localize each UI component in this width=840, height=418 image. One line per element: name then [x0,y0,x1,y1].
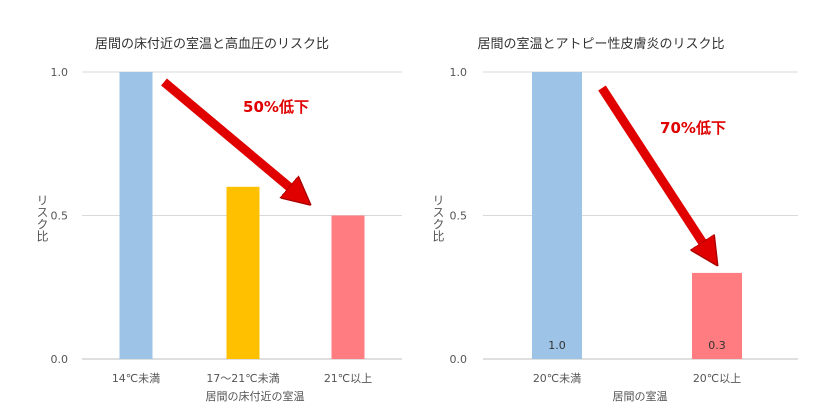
x-category-label: 20℃未満 [533,372,581,385]
y-tick-label: 1.0 [450,66,468,79]
y-tick-label: 0.0 [450,353,468,366]
y-tick-label: 1.0 [51,66,69,79]
bar [226,186,260,359]
y-tick-label: 0.5 [51,210,69,223]
chart-title: 居間の室温とアトピー性皮膚炎のリスク比 [477,36,724,52]
y-tick-label: 0.0 [51,353,69,366]
y-axis-label: リスク比 [35,194,49,243]
annotation-text: 70%低下 [660,119,726,137]
arrow-annotation [161,78,300,196]
y-axis-label: リスク比 [431,194,445,243]
y-tick-label: 0.5 [450,210,468,223]
x-axis-label: 居間の床付近の室温 [206,389,305,403]
x-axis-label: 居間の室温 [613,389,668,403]
x-category-label: 14℃未満 [112,372,160,385]
bar [119,72,153,359]
x-category-label: 20℃以上 [693,372,741,385]
chart-1: 居間の床付近の室温と高血圧のリスク比 0.0 0.5 1.0 リスク比 14℃未満 17～2… [35,36,402,403]
chart-2: 居間の室温とアトピー性皮膚炎のリスク比 0.0 0.5 1.0 リスク比 20℃未満 1.0… [431,36,798,403]
bar [692,272,742,359]
x-category-label: 21℃以上 [324,372,372,385]
chart-title: 居間の床付近の室温と高血圧のリスク比 [95,36,329,52]
x-category-label: 17～21℃未満 [206,372,279,385]
bar [532,72,582,359]
annotation-text: 50%低下 [243,98,309,116]
bar [331,215,365,359]
arrow-annotation [598,85,710,254]
data-label: 1.0 [548,339,566,352]
data-label: 0.3 [708,339,726,352]
